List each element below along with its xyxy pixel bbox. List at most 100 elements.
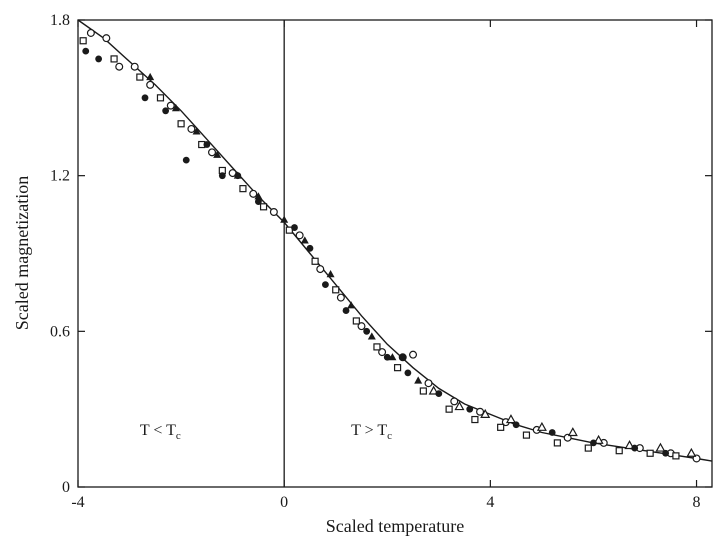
y-tick-label: 1.8	[50, 12, 70, 29]
data-point-open-square	[332, 286, 340, 294]
data-point-open-circle	[316, 265, 325, 274]
data-point-open-circle	[208, 148, 217, 157]
data-point-open-circle	[336, 293, 345, 302]
data-point-filled-circle	[255, 198, 262, 206]
data-point-open-square	[259, 203, 268, 211]
x-tick-label: -4	[71, 494, 84, 511]
data-point-open-triangle	[686, 447, 697, 457]
x-axis-title: Scaled temperature	[326, 516, 464, 536]
scaling-curve	[77, 19, 713, 462]
data-point-filled-triangle	[300, 236, 309, 244]
data-point-open-square	[311, 257, 319, 265]
data-point-filled-circle	[404, 369, 412, 377]
data-point-filled-triangle	[171, 104, 180, 112]
region-label-above-tc: T > Tc	[351, 422, 392, 442]
data-point-filled-circle	[342, 307, 350, 314]
data-point-filled-triangle	[326, 270, 335, 278]
data-point-open-square	[156, 94, 165, 102]
data-point-open-circle	[130, 62, 139, 71]
data-point-filled-triangle	[280, 215, 289, 223]
data-point-open-square	[497, 423, 505, 431]
x-tick-label: 8	[693, 494, 701, 511]
data-point-open-square	[79, 37, 87, 45]
data-point-open-circle	[146, 80, 155, 89]
data-point-open-triangle	[480, 408, 491, 418]
data-point-open-square	[553, 439, 561, 447]
data-point-open-square	[646, 449, 654, 457]
data-point-filled-circle	[218, 172, 226, 180]
data-point-filled-circle	[322, 281, 329, 289]
data-point-filled-triangle	[146, 72, 155, 81]
data-point-open-circle	[187, 124, 196, 133]
data-point-filled-circle	[95, 55, 103, 63]
data-point-open-triangle	[624, 440, 635, 450]
axis-tick-labels: -4 0 4 800.61.21.8	[50, 12, 701, 511]
data-point-open-circle	[269, 207, 278, 216]
data-point-open-circle	[450, 397, 459, 406]
data-point-open-circle	[295, 231, 304, 240]
data-point-open-square	[445, 405, 453, 413]
y-tick-label: 0.6	[50, 323, 70, 340]
data-point-open-square	[584, 444, 592, 452]
data-point-open-triangle	[567, 427, 578, 437]
data-point-open-triangle	[428, 385, 439, 395]
data-point-filled-circle	[162, 107, 170, 115]
axis-ticks	[77, 19, 712, 488]
data-point-open-triangle	[655, 442, 666, 452]
data-point-open-triangle	[505, 414, 516, 424]
data-point-filled-circle	[291, 224, 298, 231]
data-point-open-square	[615, 447, 623, 455]
data-point-filled-triangle	[347, 301, 356, 309]
data-point-open-circle	[166, 101, 175, 110]
data-point-open-square	[672, 452, 680, 460]
data-point-open-triangle	[593, 434, 604, 444]
data-point-filled-circle	[435, 390, 443, 397]
data-point-open-square	[471, 415, 479, 424]
data-point-open-circle	[102, 34, 111, 43]
data-point-filled-circle	[203, 141, 211, 148]
x-tick-label: 4	[486, 494, 494, 511]
data-point-open-circle	[249, 189, 258, 198]
data-point-filled-circle	[631, 444, 639, 452]
data-point-open-triangle	[454, 401, 465, 411]
y-axis-title: Scaled magnetization	[12, 176, 32, 330]
data-point-open-circle	[476, 407, 485, 416]
data-point-filled-triangle	[254, 192, 263, 200]
data-point-filled-circle	[182, 156, 190, 164]
data-point-filled-circle	[466, 405, 474, 413]
data-point-filled-circle	[306, 244, 314, 252]
data-point-open-circle	[409, 350, 418, 359]
data-point-filled-circle	[590, 439, 597, 447]
data-point-open-square	[239, 185, 247, 193]
data-point-filled-circle	[399, 353, 407, 361]
data-point-filled-triangle	[192, 127, 201, 135]
region-label-below-tc: T < Tc	[140, 422, 181, 442]
x-tick-label: 0	[280, 494, 288, 511]
y-tick-label: 0	[62, 479, 70, 496]
data-point-filled-circle	[662, 449, 670, 457]
data-point-filled-circle	[82, 47, 90, 55]
data-point-open-square	[393, 364, 402, 372]
data-point-filled-circle	[234, 172, 242, 180]
plot-frame	[77, 19, 713, 488]
data-point-open-square	[522, 431, 531, 439]
y-tick-label: 1.2	[50, 168, 70, 185]
data-point-open-circle	[86, 28, 95, 37]
data-point-filled-triangle	[213, 150, 222, 158]
data-point-filled-circle	[383, 353, 391, 361]
data-point-filled-circle	[363, 327, 371, 335]
data-point-filled-circle	[141, 94, 149, 102]
data-point-open-square	[110, 55, 118, 63]
data-point-filled-circle	[548, 429, 556, 436]
data-points	[79, 28, 701, 463]
data-point-filled-triangle	[414, 376, 423, 384]
data-point-open-circle	[424, 379, 433, 388]
data-point-open-square	[136, 73, 144, 81]
data-point-filled-triangle	[367, 332, 376, 340]
data-point-filled-circle	[512, 421, 520, 429]
data-point-open-square	[352, 317, 360, 325]
data-point-open-triangle	[536, 421, 547, 431]
data-point-open-circle	[115, 62, 124, 71]
data-point-open-square	[419, 387, 427, 395]
